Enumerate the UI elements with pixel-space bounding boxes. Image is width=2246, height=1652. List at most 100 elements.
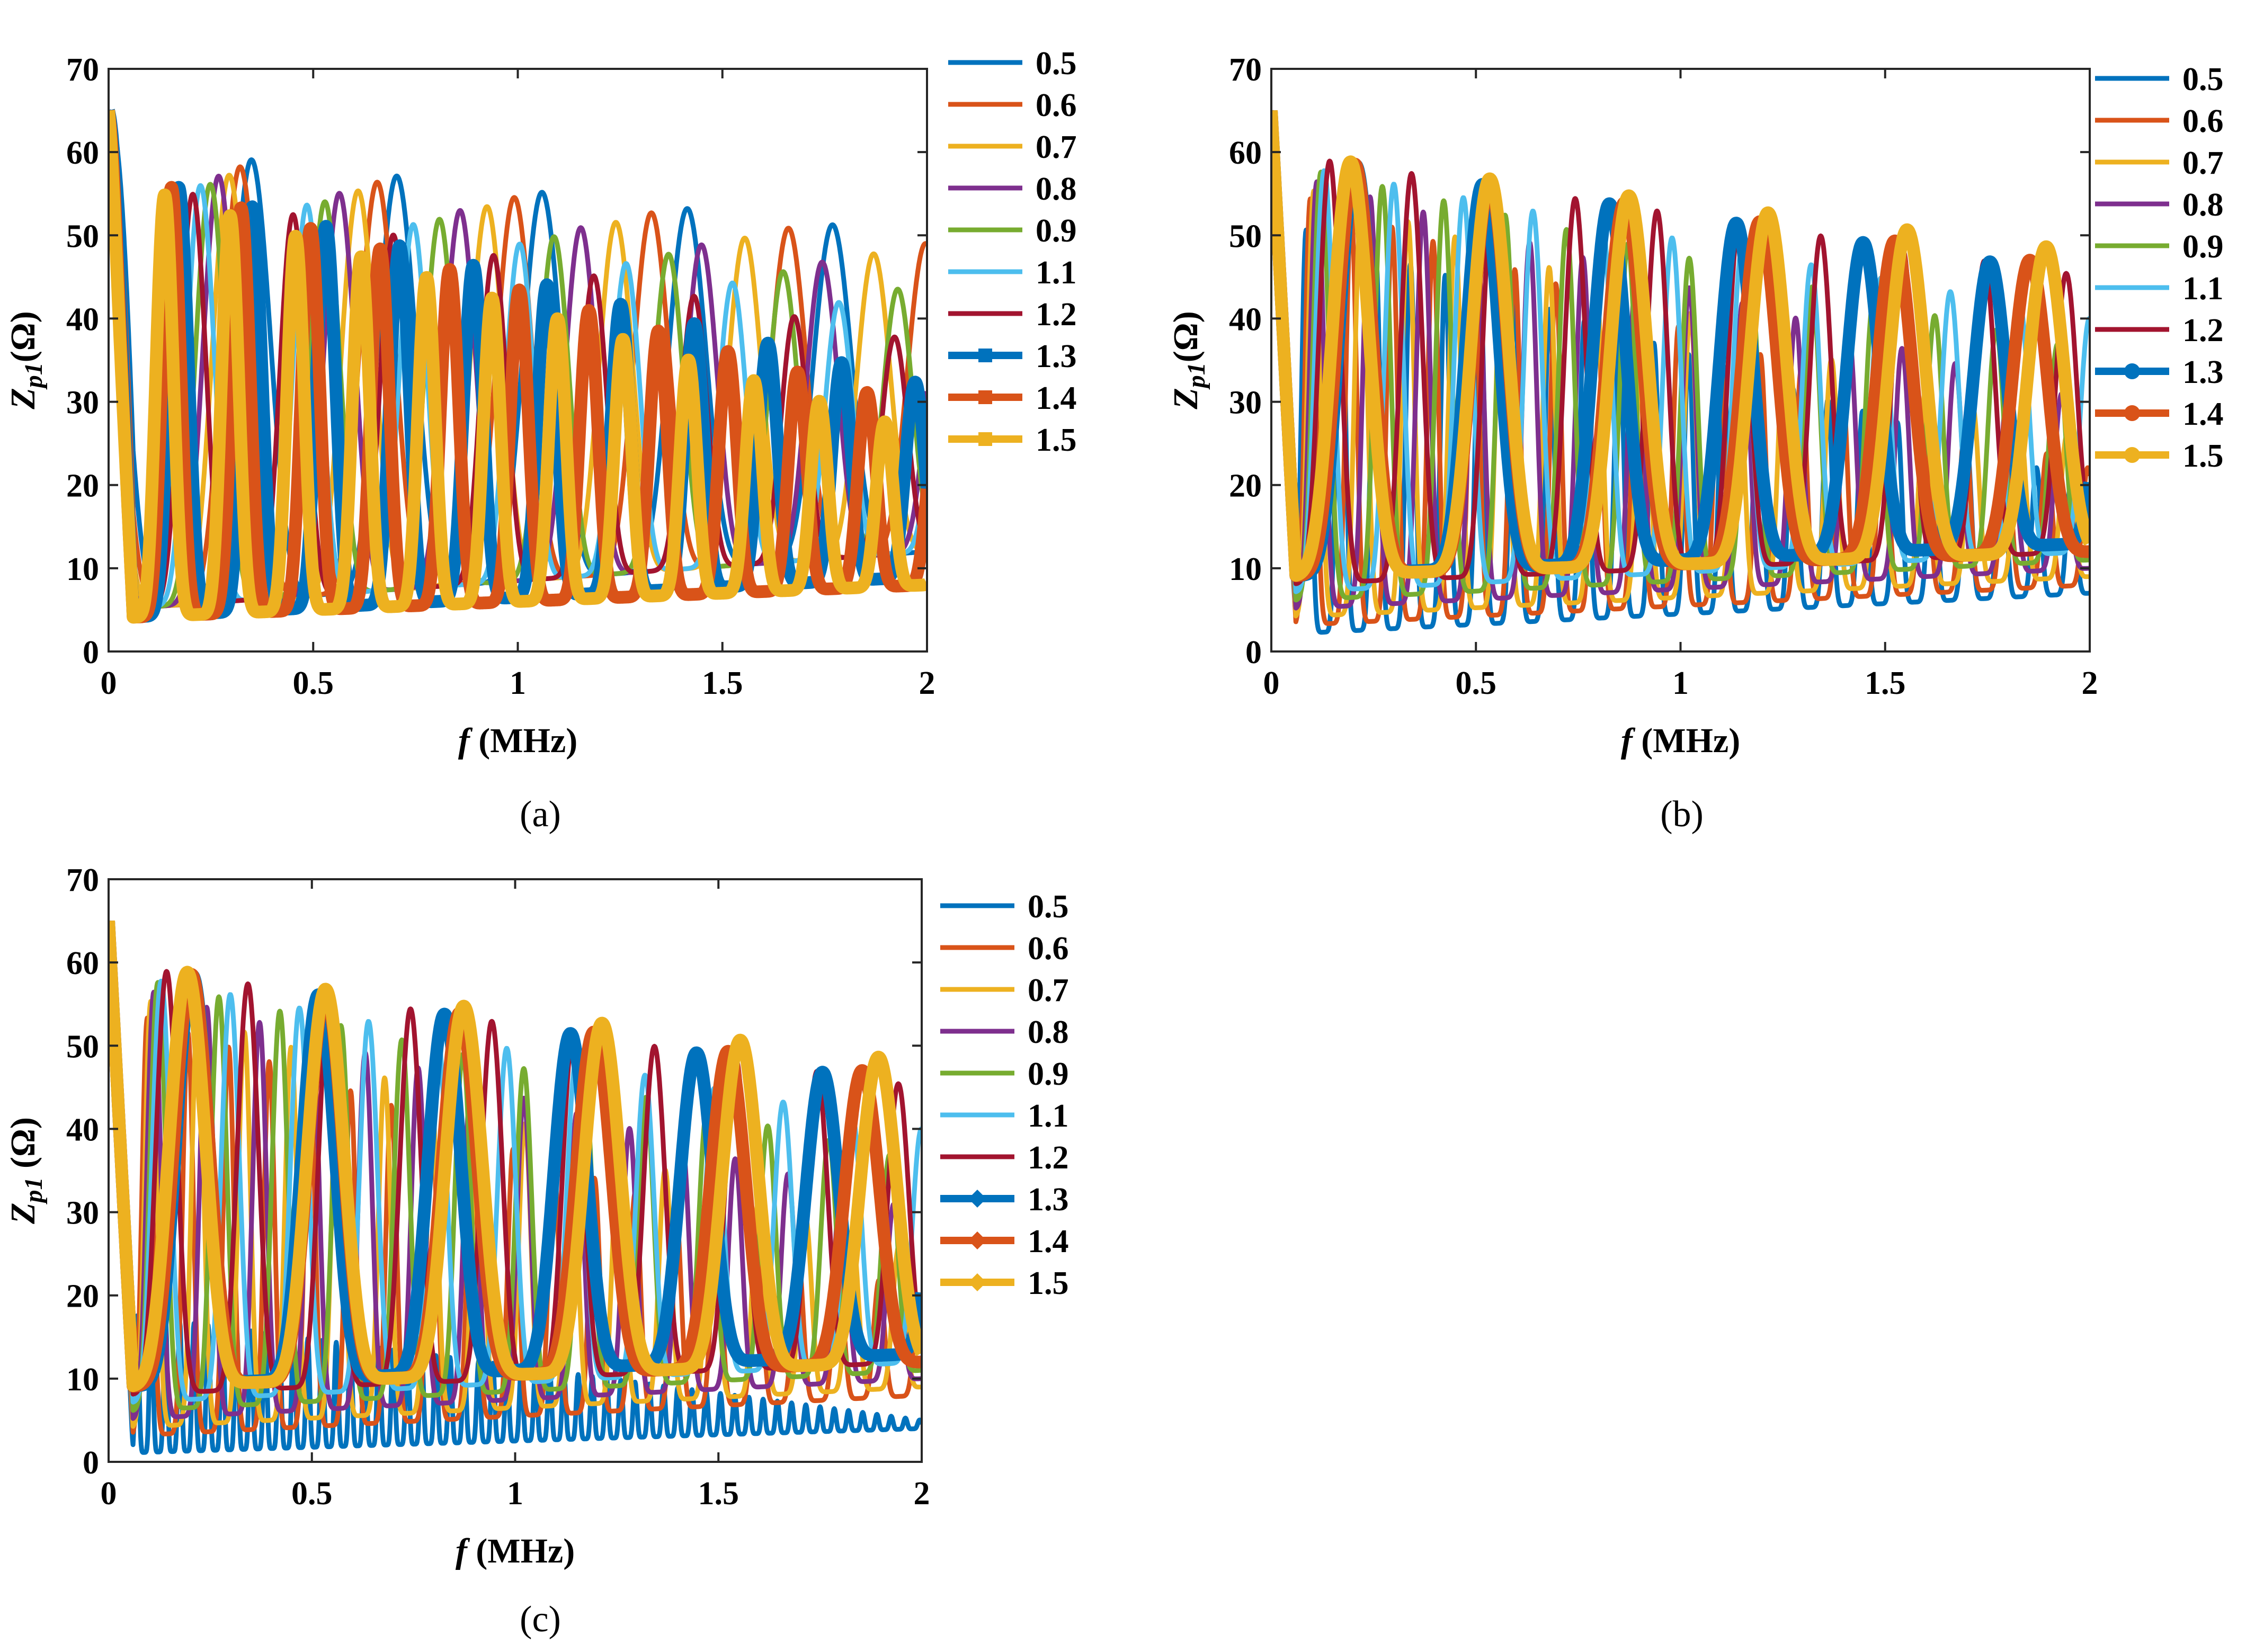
y-tick-label: 70 [1229, 52, 1262, 88]
legend-item-1.4: 1.4 [2095, 396, 2224, 432]
y-tick-label: 60 [1229, 135, 1262, 171]
legend-label: 0.7 [2182, 145, 2224, 181]
legend-item-1.1: 1.1 [940, 1098, 1069, 1134]
series-line-0.5 [109, 921, 922, 1455]
legend-item-0.7: 0.7 [940, 972, 1069, 1008]
legend-item-1.3: 1.3 [940, 1182, 1069, 1218]
legend-item-1.1: 1.1 [2095, 271, 2224, 307]
y-tick-label: 0 [83, 1445, 99, 1481]
panel-caption: (a) [520, 794, 561, 835]
x-tick-label: 0 [101, 665, 117, 701]
legend-label: 1.5 [1036, 422, 1077, 458]
x-tick-label: 1 [1672, 665, 1689, 701]
x-tick-label: 0 [101, 1476, 117, 1512]
y-tick-label: 0 [83, 635, 99, 671]
y-tick-label: 20 [66, 1279, 99, 1315]
legend-label: 0.8 [1028, 1014, 1069, 1050]
legend-label: 1.1 [1036, 255, 1077, 291]
legend-label: 1.4 [1028, 1224, 1069, 1260]
x-tick-label: 2 [914, 1476, 930, 1512]
legend-label: 1.5 [2182, 438, 2224, 474]
legend-item-1.5: 1.5 [2095, 438, 2224, 474]
x-tick-label: 0.5 [293, 665, 334, 701]
legend-label: 1.5 [1028, 1265, 1069, 1301]
y-tick-label: 40 [66, 301, 99, 337]
panel-a: 0 10 20 30 40 50 60 70 0 0.5 1 1.5 2 f (MHz) Zp1(Ω) 0.5… [4, 46, 1077, 835]
legend-label: 1.4 [1036, 380, 1077, 416]
legend-label: 1.3 [1036, 338, 1077, 374]
legend-item-0.7: 0.7 [2095, 145, 2224, 181]
legend: 0.5 0.6 0.7 0.8 0.9 1.1 1.2 1.3 1.4 1.5 [948, 46, 1077, 458]
legend-item-0.8: 0.8 [940, 1014, 1069, 1050]
panel-c: 0 10 20 30 40 50 60 70 0 0.5 1 1.5 2 f (MHz) Zp1 (Ω) 0.… [4, 862, 1069, 1640]
x-axis-label: f (MHz) [458, 721, 577, 760]
legend-item-1.2: 1.2 [2095, 312, 2224, 349]
x-tick-label: 1 [510, 665, 526, 701]
legend-item-0.5: 0.5 [948, 46, 1077, 82]
y-tick-label: 10 [1229, 551, 1262, 587]
y-tick-label: 40 [1229, 301, 1262, 337]
legend-marker [968, 1273, 986, 1291]
legend-marker [2124, 447, 2140, 463]
legend-marker [2124, 363, 2140, 379]
plot-area [109, 106, 927, 624]
y-tick-label: 70 [66, 52, 99, 88]
y-tick-label: 50 [1229, 218, 1262, 254]
series-line-0.6 [109, 109, 927, 609]
legend-label: 0.9 [1028, 1056, 1069, 1092]
legend-label: 1.2 [2182, 312, 2224, 349]
panel-caption: (c) [520, 1599, 561, 1640]
legend-label: 0.5 [1036, 46, 1077, 82]
x-tick-label: 2 [2082, 665, 2098, 701]
plot-area [1271, 110, 2090, 635]
legend-label: 1.2 [1028, 1140, 1069, 1176]
legend-label: 0.7 [1036, 129, 1077, 165]
legend-item-1.2: 1.2 [940, 1140, 1069, 1176]
legend-item-0.8: 0.8 [2095, 187, 2224, 223]
legend-label: 1.2 [1036, 297, 1077, 333]
legend-item-0.6: 0.6 [940, 931, 1069, 967]
legend-item-1.2: 1.2 [948, 297, 1077, 333]
x-axis-label: f (MHz) [1621, 721, 1740, 760]
x-axis-label: f (MHz) [456, 1532, 575, 1570]
x-tick-label: 1 [507, 1476, 523, 1512]
y-tick-label: 50 [66, 218, 99, 254]
y-tick-label: 10 [66, 551, 99, 587]
legend-label: 1.1 [2182, 271, 2224, 307]
legend-item-0.9: 0.9 [940, 1056, 1069, 1092]
legend-label: 0.7 [1028, 972, 1069, 1008]
series-line-1.1 [109, 921, 922, 1405]
x-tick-label: 1.5 [1865, 665, 1906, 701]
legend-label: 0.8 [1036, 171, 1077, 207]
legend-item-1.3: 1.3 [2095, 354, 2224, 390]
y-tick-label: 30 [1229, 385, 1262, 421]
series-line-1.1 [1271, 110, 2090, 594]
legend-item-1.5: 1.5 [940, 1265, 1069, 1301]
y-axis-label: Zp1(Ω) [1166, 311, 1210, 409]
legend-item-0.9: 0.9 [2095, 229, 2224, 265]
y-axis-label: Zp1 (Ω) [4, 1117, 48, 1225]
legend-item-0.9: 0.9 [948, 213, 1077, 249]
legend-label: 0.5 [1028, 889, 1069, 925]
y-tick-label: 20 [1229, 468, 1262, 504]
y-tick-label: 60 [66, 135, 99, 171]
legend-marker [968, 1231, 986, 1249]
series-line-1.4 [109, 108, 927, 624]
legend-label: 1.3 [2182, 354, 2224, 390]
legend-item-0.6: 0.6 [948, 87, 1077, 123]
y-axis-label: Zp1(Ω) [4, 311, 48, 409]
plot-area [109, 920, 922, 1455]
x-tick-label: 0.5 [291, 1476, 333, 1512]
legend-marker [968, 1190, 986, 1208]
legend-label: 0.9 [1036, 213, 1077, 249]
series-line-1.5 [1271, 110, 2090, 582]
legend-item-1.5: 1.5 [948, 422, 1077, 458]
legend-marker [978, 390, 992, 404]
legend-label: 1.4 [2182, 396, 2224, 432]
y-tick-label: 70 [66, 862, 99, 898]
legend: 0.5 0.6 0.7 0.8 0.9 1.1 1.2 1.3 1.4 1.5 [2095, 61, 2224, 474]
legend-marker [2124, 405, 2140, 421]
legend-item-0.5: 0.5 [940, 889, 1069, 925]
legend-label: 0.8 [2182, 187, 2224, 223]
series-line-1.5 [109, 110, 927, 624]
